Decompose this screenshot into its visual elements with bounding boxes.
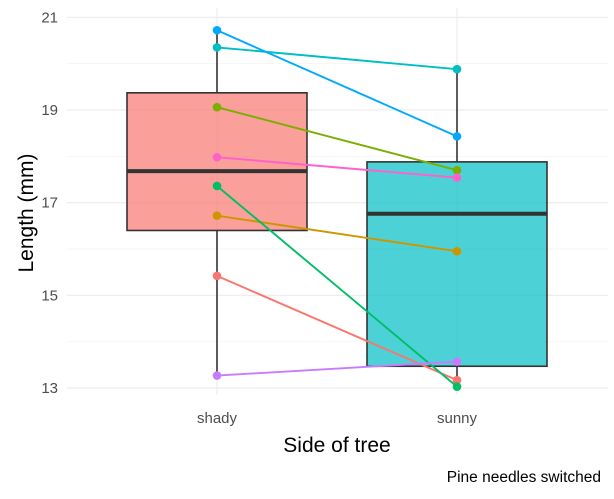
y-tick-label: 13 <box>41 380 58 397</box>
data-point-6-sunny <box>452 132 462 141</box>
data-point-5-shady <box>212 43 222 52</box>
data-point-8-sunny <box>452 173 462 182</box>
data-point-4-shady <box>212 181 222 191</box>
x-tick-labels: shady sunny <box>197 410 478 427</box>
x-axis-title: Side of tree <box>283 434 390 457</box>
data-point-3-sunny <box>452 165 462 175</box>
y-tick-labels: 13 15 17 19 21 <box>41 9 58 397</box>
pair-line-7 <box>216 360 458 377</box>
y-axis-title: Length (mm) <box>15 153 38 272</box>
y-tick-label: 17 <box>41 195 58 212</box>
x-tick-label-sunny: sunny <box>437 410 478 427</box>
pair-line-5 <box>216 46 458 71</box>
y-tick-label: 21 <box>41 9 58 26</box>
data-point-1-sunny <box>452 375 462 385</box>
pair-line-4 <box>216 185 458 388</box>
data-point-4-sunny <box>452 382 462 391</box>
data-point-5-sunny <box>452 64 462 74</box>
data-point-7-sunny <box>452 357 462 366</box>
points-layer <box>212 25 462 391</box>
pair-line-2 <box>216 214 458 253</box>
pair-line-1 <box>216 275 458 382</box>
data-point-2-sunny <box>452 247 462 256</box>
data-point-3-shady <box>212 102 222 112</box>
data-point-6-shady <box>212 25 222 35</box>
data-point-8-shady <box>212 152 222 162</box>
box-sunny <box>366 161 548 368</box>
data-point-1-shady <box>212 271 222 281</box>
pair-line-3 <box>216 106 458 172</box>
pair-line-6 <box>216 29 458 138</box>
data-point-7-shady <box>212 371 222 380</box>
pair-line-8 <box>216 156 458 179</box>
y-tick-label: 19 <box>41 102 58 119</box>
y-tick-label: 15 <box>41 287 58 304</box>
chart-caption: Pine needles switched <box>447 469 601 486</box>
data-point-2-shady <box>212 211 222 220</box>
pair-lines-layer <box>216 29 458 388</box>
box-layer <box>126 30 548 388</box>
x-tick-label-shady: shady <box>197 410 238 427</box>
